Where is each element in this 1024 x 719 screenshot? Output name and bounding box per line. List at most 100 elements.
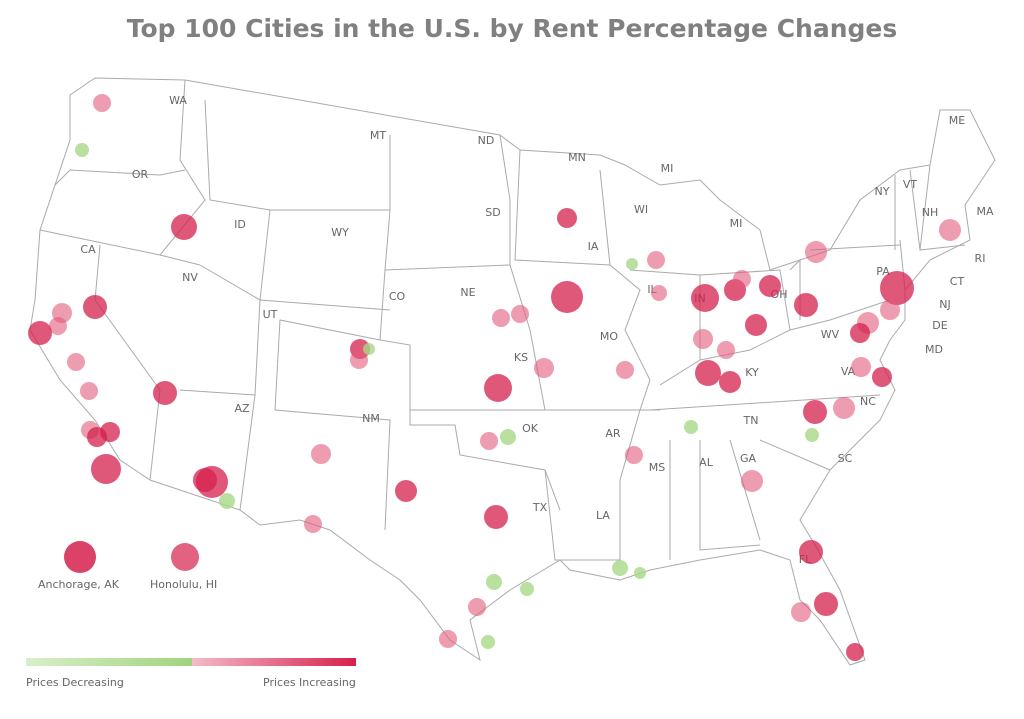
city-marker-increasing[interactable]	[468, 598, 486, 616]
city-marker-increasing[interactable]	[311, 444, 331, 464]
city-marker-decreasing[interactable]	[634, 567, 646, 579]
state-border	[514, 149, 651, 411]
city-marker-increasing[interactable]	[880, 271, 914, 305]
city-marker-increasing[interactable]	[805, 241, 827, 263]
state-border	[179, 299, 261, 396]
state-label-ky: KY	[745, 366, 759, 379]
state-label-or: OR	[132, 168, 149, 181]
legend-decrease-gradient	[26, 658, 192, 666]
state-label-tn: TN	[743, 414, 759, 427]
city-marker-increasing[interactable]	[745, 314, 767, 336]
state-border	[599, 169, 611, 266]
state-label-wi: WI	[634, 203, 648, 216]
state-label-mo: MO	[600, 330, 618, 343]
city-marker-decreasing[interactable]	[500, 429, 516, 445]
city-marker-increasing[interactable]	[153, 381, 177, 405]
city-marker-increasing[interactable]	[534, 358, 554, 378]
city-marker-decreasing[interactable]	[363, 343, 375, 355]
city-marker-decreasing[interactable]	[805, 428, 819, 442]
state-label-vt: VT	[903, 178, 918, 191]
state-border	[759, 439, 831, 471]
state-label-ut: UT	[263, 308, 278, 321]
state-label-nc: NC	[860, 395, 876, 408]
city-marker-increasing[interactable]	[83, 295, 107, 319]
city-marker-increasing[interactable]	[880, 300, 900, 320]
state-label-wa: WA	[169, 94, 187, 107]
city-marker-increasing[interactable]	[557, 208, 577, 228]
city-marker-increasing[interactable]	[511, 305, 529, 323]
city-marker-decreasing[interactable]	[684, 420, 698, 434]
city-marker-increasing[interactable]	[741, 470, 763, 492]
city-marker-increasing[interactable]	[799, 540, 823, 564]
state-border	[509, 264, 660, 411]
state-label-ms: MS	[649, 461, 665, 474]
city-marker-decreasing[interactable]	[481, 635, 495, 649]
city-marker-increasing[interactable]	[171, 214, 197, 240]
inset-marker-honolulu[interactable]	[171, 543, 199, 571]
city-markers	[28, 94, 961, 661]
city-marker-increasing[interactable]	[833, 397, 855, 419]
city-marker-increasing[interactable]	[717, 341, 735, 359]
city-marker-decreasing[interactable]	[626, 258, 638, 270]
city-marker-increasing[interactable]	[87, 427, 107, 447]
city-marker-increasing[interactable]	[759, 275, 781, 297]
city-marker-increasing[interactable]	[28, 321, 52, 345]
city-marker-increasing[interactable]	[193, 468, 217, 492]
city-marker-increasing[interactable]	[67, 353, 85, 371]
city-marker-increasing[interactable]	[304, 515, 322, 533]
state-label-ks: KS	[514, 351, 528, 364]
city-marker-increasing[interactable]	[551, 281, 583, 313]
city-marker-decreasing[interactable]	[219, 493, 235, 509]
city-marker-decreasing[interactable]	[612, 560, 628, 576]
city-marker-increasing[interactable]	[691, 284, 719, 312]
state-label-mi: MI	[730, 217, 743, 230]
city-marker-increasing[interactable]	[803, 400, 827, 424]
city-marker-decreasing[interactable]	[75, 143, 89, 157]
state-label-wv: WV	[821, 328, 840, 341]
city-marker-increasing[interactable]	[939, 219, 961, 241]
city-marker-decreasing[interactable]	[486, 574, 502, 590]
city-marker-increasing[interactable]	[846, 643, 864, 661]
city-marker-increasing[interactable]	[80, 382, 98, 400]
city-marker-increasing[interactable]	[872, 367, 892, 387]
city-marker-increasing[interactable]	[439, 630, 457, 648]
city-marker-increasing[interactable]	[850, 323, 870, 343]
legend-bar	[26, 658, 356, 666]
state-label-co: CO	[389, 290, 406, 303]
city-marker-increasing[interactable]	[791, 602, 811, 622]
state-label-mi: MI	[661, 162, 674, 175]
city-marker-increasing[interactable]	[395, 480, 417, 502]
state-label-la: LA	[596, 509, 610, 522]
city-marker-increasing[interactable]	[480, 432, 498, 450]
city-marker-increasing[interactable]	[733, 270, 751, 288]
city-marker-increasing[interactable]	[651, 285, 667, 301]
state-label-id: ID	[234, 218, 246, 231]
city-marker-increasing[interactable]	[719, 371, 741, 393]
city-marker-increasing[interactable]	[350, 351, 368, 369]
city-marker-increasing[interactable]	[851, 357, 871, 377]
city-marker-increasing[interactable]	[695, 360, 721, 386]
state-label-de: DE	[932, 319, 947, 332]
city-marker-increasing[interactable]	[693, 329, 713, 349]
city-marker-increasing[interactable]	[492, 309, 510, 327]
city-marker-increasing[interactable]	[616, 361, 634, 379]
inset-label-honolulu: Honolulu, HI	[150, 578, 218, 591]
state-border	[789, 299, 891, 331]
state-label-nv: NV	[182, 271, 198, 284]
city-marker-increasing[interactable]	[49, 317, 67, 335]
city-marker-increasing[interactable]	[484, 505, 508, 529]
state-border	[39, 229, 201, 266]
city-marker-decreasing[interactable]	[520, 582, 534, 596]
inset-marker-anchorage[interactable]	[64, 541, 96, 573]
city-marker-increasing[interactable]	[814, 592, 838, 616]
city-marker-increasing[interactable]	[647, 251, 665, 269]
city-marker-increasing[interactable]	[93, 94, 111, 112]
legend-increase-gradient	[192, 658, 356, 666]
city-marker-increasing[interactable]	[794, 293, 818, 317]
city-marker-increasing[interactable]	[625, 446, 643, 464]
state-label-ny: NY	[875, 185, 890, 198]
city-marker-increasing[interactable]	[484, 374, 512, 402]
state-label-ar: AR	[605, 427, 621, 440]
city-marker-increasing[interactable]	[91, 454, 121, 484]
